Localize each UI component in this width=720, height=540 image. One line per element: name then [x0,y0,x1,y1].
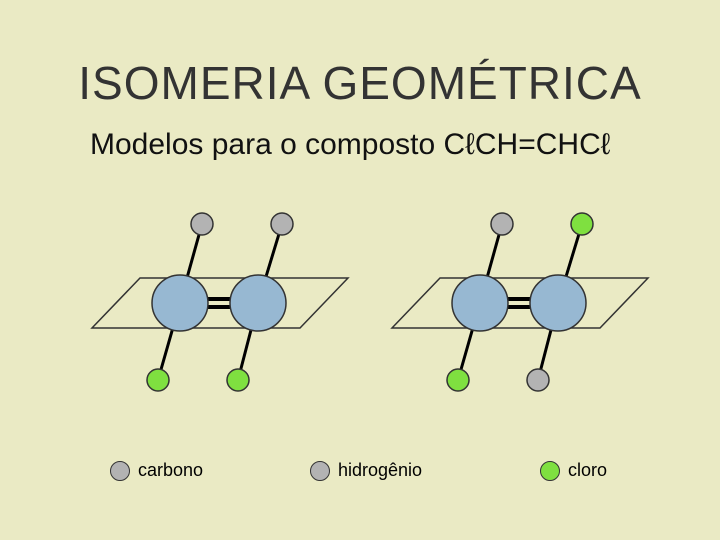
legend-label: cloro [568,460,607,481]
molecule-cis [80,210,360,400]
legend-carbono: carbono [110,460,203,481]
molecule-trans [380,210,660,400]
legend-cloro: cloro [540,460,607,481]
legend-label: hidrogênio [338,460,422,481]
legend-swatch-icon [540,461,560,481]
subtitle: Modelos para o composto CℓCH=CHCℓ [90,128,610,162]
legend-hidrogenio: hidrogênio [310,460,422,481]
legend-swatch-icon [110,461,130,481]
legend-swatch-icon [310,461,330,481]
page-title: ISOMERIA GEOMÉTRICA [0,56,720,110]
legend-label: carbono [138,460,203,481]
